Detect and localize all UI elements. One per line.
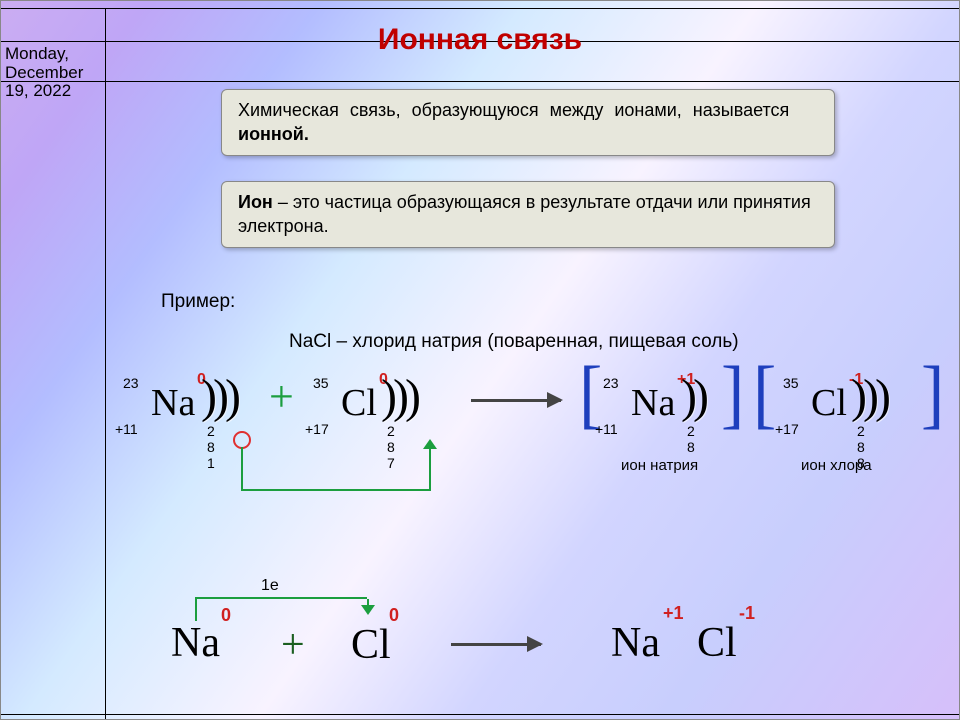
definition-1: Химическая связь, образующуюся между ион… [221,89,835,156]
cl-electrons: 2 8 7 [387,423,403,471]
na-shells: ))) [201,369,237,424]
eq-plus: + [281,621,305,669]
na-ion-label: ион натрия [621,457,698,474]
transfer-line-1 [241,447,243,489]
eq-cl: Cl [351,621,391,669]
def1-bold: ионной. [238,124,309,144]
eq-cl2-chg: -1 [739,603,755,624]
bracket-cl-l: [ [753,351,776,439]
na-ion-proton: +11 [595,421,618,437]
compound-subtitle: NaCl – хлорид натрия (поваренная, пищева… [289,331,739,353]
eq-arrow [451,643,541,646]
rule-2 [1,81,959,82]
na-proton: +11 [115,421,138,437]
cl-proton: +17 [305,421,329,437]
e-line-a2 [195,599,197,613]
eq-na2-chg: +1 [663,603,684,624]
example-label: Пример: [161,291,235,313]
na-electrons: 2 8 1 [207,423,223,471]
cl-mass: 35 [313,375,329,391]
ion-na: 23 +11 Na +1 )) 2 8 [631,381,675,425]
cl-shells: ))) [381,369,417,424]
rule-v1 [105,8,106,719]
eq-na: Na [171,619,220,667]
eq-cl2: Cl [697,619,737,667]
transfer-line-3 [429,441,431,491]
bracket-na-r: ] [721,351,744,439]
arrow-react [471,399,561,402]
rule-bottom [1,714,959,715]
one-e-label: 1e [261,577,279,595]
slide: Monday, December 19, 2022 Ионная связь Х… [0,0,960,720]
na-ion-symbol: Na [631,382,675,424]
def2-bold: Ион [238,192,273,212]
cl-ion-label: ион хлора [801,457,872,474]
ion-cl: 35 +17 Cl -1 ))) 2 8 8 [811,381,847,425]
na-ion-mass: 23 [603,375,619,391]
eq-cl-chg: 0 [389,605,399,626]
atom-na: 23 +11 Na 0 ))) 2 8 1 [151,381,195,425]
def2-post: – это частица образующаяся в результате … [238,192,811,236]
cl-symbol: Cl [341,382,377,424]
eq-na-chg: 0 [221,605,231,626]
cl-ion-proton: +17 [775,421,799,437]
page-title: Ионная связь [1,23,959,57]
e-line-b [195,597,367,599]
title-text: Ионная связь [378,23,582,56]
definition-2: Ион – это частица образующаяся в результ… [221,181,835,248]
na-ion-shells: )) [681,369,705,424]
e-line-c [367,599,369,613]
equation-row: Na 0 + Cl 0 Na +1 Cl -1 1e [141,589,960,709]
cl-ion-shells: ))) [851,369,887,424]
eq-na2: Na [611,619,660,667]
def1-pre: Химическая связь, образующуюся между ион… [238,100,789,120]
na-ion-electrons: 2 8 [687,423,703,455]
bracket-cl-r: ] [921,351,944,439]
rule-top [1,8,959,9]
na-mass: 23 [123,375,139,391]
plus-1: + [269,371,294,422]
na-symbol: Na [151,382,195,424]
cl-ion-mass: 35 [783,375,799,391]
bohr-diagram-row: 23 +11 Na 0 ))) 2 8 1 + 35 +17 Cl 0 ))) … [121,361,960,521]
cl-ion-symbol: Cl [811,382,847,424]
atom-cl: 35 +17 Cl 0 ))) 2 8 7 [341,381,377,425]
transfer-line-2 [241,489,431,491]
